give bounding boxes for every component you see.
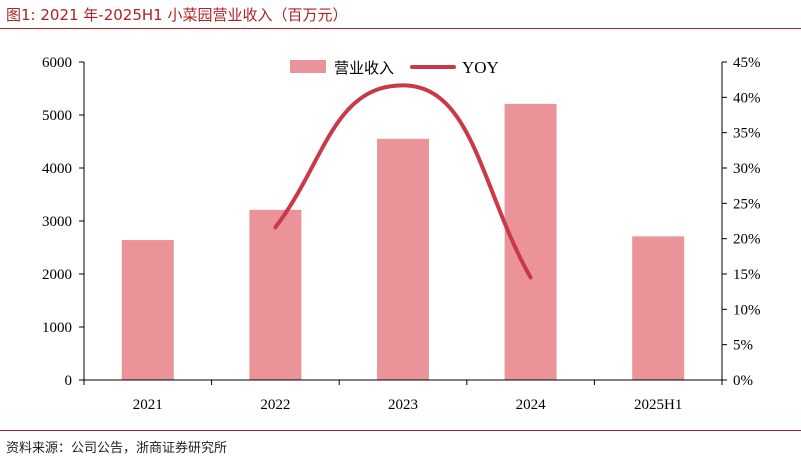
y-right-tick-label: 5% <box>733 338 753 354</box>
y-right-tick-label: 35% <box>733 126 761 142</box>
x-tick-label: 2024 <box>516 397 547 413</box>
y-left-tick-label: 0 <box>65 373 73 389</box>
title-rule <box>0 28 801 29</box>
y-left-tick-label: 6000 <box>42 55 72 71</box>
legend-label-revenue: 营业收入 <box>334 59 394 77</box>
y-left-tick-label: 3000 <box>42 214 72 230</box>
source-note: 资料来源：公司公告，浙商证券研究所 <box>6 441 228 456</box>
y-right-tick-label: 45% <box>733 55 761 71</box>
y-right-tick-label: 20% <box>733 232 761 248</box>
y-left-tick-label: 5000 <box>42 108 72 124</box>
source-rule <box>0 430 801 431</box>
series-line-yoy <box>273 83 533 280</box>
y-left-tick-label: 1000 <box>42 320 72 336</box>
y-left-tick-label: 4000 <box>42 161 72 177</box>
y-right-tick-label: 30% <box>733 161 761 177</box>
x-tick-label: 2021 <box>133 397 163 413</box>
bar-2021 <box>121 240 174 380</box>
y-right-tick-label: 10% <box>733 302 761 318</box>
y-left-tick-label: 2000 <box>42 267 72 283</box>
legend-swatch-bar <box>290 60 326 73</box>
bar-2022 <box>249 209 302 380</box>
bar-2025H1 <box>632 236 685 380</box>
x-tick-label: 2023 <box>388 397 418 413</box>
y-right-tick-label: 25% <box>733 196 761 212</box>
x-tick-label: 2022 <box>260 397 290 413</box>
y-right-tick-label: 40% <box>733 90 761 106</box>
legend-label-yoy: YOY <box>462 58 499 77</box>
y-right-tick-label: 15% <box>733 267 761 283</box>
x-tick-label: 2025H1 <box>634 397 682 413</box>
bar-2023 <box>377 138 429 380</box>
figure-title: 图1: 2021 年-2025H1 小菜园营业收入（百万元） <box>6 6 348 24</box>
y-right-tick-label: 0% <box>733 373 753 389</box>
